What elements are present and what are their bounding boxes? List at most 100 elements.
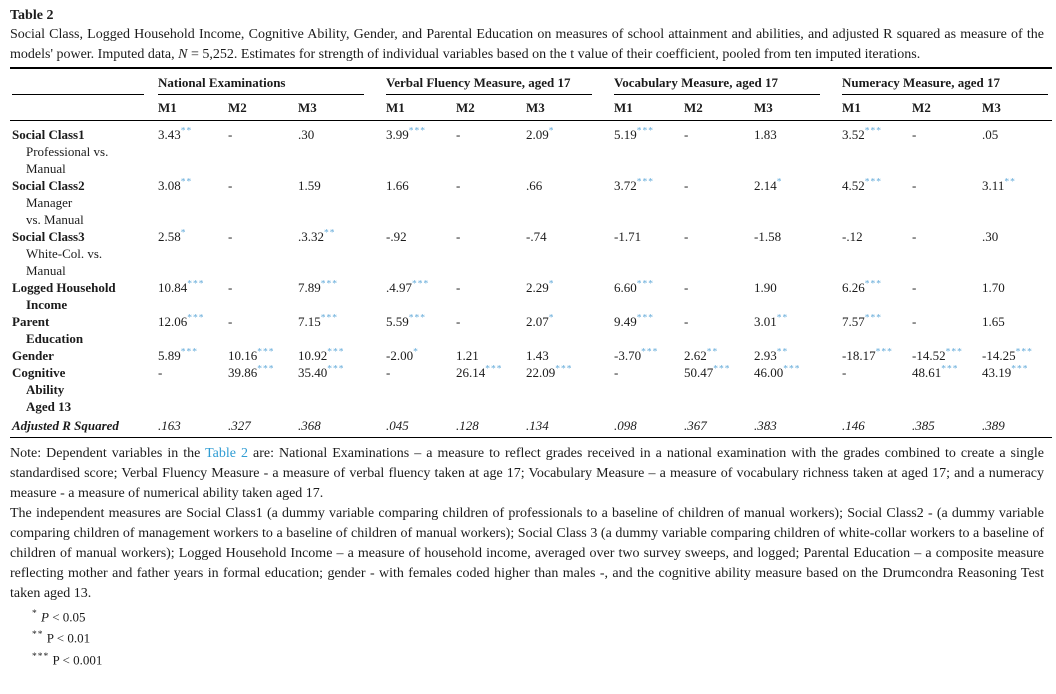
value-cell: .327: [228, 415, 298, 438]
significance-stars: ***: [864, 177, 883, 188]
value-cell: .05: [982, 127, 999, 142]
row-sublabel: Manual: [26, 263, 66, 278]
row-label: Parent Education: [10, 313, 158, 347]
row-sublabel: Professional vs.: [26, 144, 109, 159]
value-cell: .134: [526, 415, 597, 438]
value-cell: .3.32**: [298, 228, 336, 244]
value-cell: -: [456, 314, 461, 329]
value-cell: 7.15***: [298, 313, 338, 329]
significance-stars: ***: [485, 364, 503, 375]
model-header-m3: M3: [298, 95, 368, 121]
group-header-row: National Examinations Verbal Fluency Mea…: [10, 68, 1052, 95]
value-cell: 10.84***: [158, 279, 205, 295]
value-cell: 50.47***: [684, 364, 731, 380]
stub-header: [10, 68, 158, 95]
value-cell: -: [684, 280, 689, 295]
group-gap: [596, 313, 614, 347]
value-cell: -: [614, 365, 619, 380]
row-sublabel: White-Col. vs.: [26, 246, 103, 261]
significance-stars: ***: [412, 279, 430, 290]
value-cell: -: [456, 127, 461, 142]
value-cell: .4.97***: [386, 279, 430, 295]
significance-stars: ***: [636, 126, 655, 137]
value-cell: -: [228, 280, 233, 295]
value-cell: -: [228, 178, 233, 193]
model-header-m2: M2: [456, 95, 526, 121]
model-header-m2: M2: [912, 95, 983, 121]
value-cell: -: [456, 178, 461, 193]
value-cell: -: [228, 127, 233, 142]
row-label: Social Class3 White-Col. vs. Manual: [10, 228, 158, 279]
value-cell: 43.19***: [982, 364, 1029, 380]
value-cell: .128: [456, 415, 526, 438]
caption-part2: = 5,252. Estimates for strength of indiv…: [187, 47, 921, 62]
value-cell: 3.72***: [614, 177, 655, 193]
value-cell: 35.40***: [298, 364, 345, 380]
value-cell: -: [842, 365, 847, 380]
value-cell: -18.17***: [842, 347, 893, 363]
model-header-m3: M3: [754, 95, 825, 121]
group-gap: [824, 347, 842, 364]
table-row: Logged Household Income 10.84*** - 7.89*** .4…: [10, 279, 1052, 313]
row-sublabel: Manual: [26, 161, 66, 176]
group-gap: [824, 95, 843, 121]
significance-stars: ***: [327, 347, 345, 358]
group-header-verbal-fluency: Verbal Fluency Measure, aged 17: [386, 68, 596, 95]
value-cell: -: [684, 229, 689, 244]
table-row: Parent Education 12.06*** - 7.15*** 5.59*** - 2…: [10, 313, 1052, 347]
significance-stars: ***: [713, 364, 731, 375]
p-threshold: < 0.01: [53, 630, 91, 646]
value-cell: -: [456, 280, 461, 295]
value-cell: 48.61***: [912, 364, 959, 380]
group-gap: [368, 415, 386, 438]
footnote-p01: ** P < 0.01: [10, 626, 1044, 647]
group-gap: [596, 95, 615, 121]
table-row: Social Class2 Manager vs. Manual 3.08** -1.5…: [10, 177, 1052, 228]
group-gap: [596, 347, 614, 364]
group-header-national-exams: National Examinations: [158, 68, 368, 95]
value-cell: 2.14*: [754, 177, 783, 193]
value-cell: -1.58: [754, 229, 782, 244]
p-symbol: P: [52, 651, 60, 667]
significance-stars: ***: [180, 347, 198, 358]
value-cell: .045: [386, 415, 456, 438]
significance-stars: ***: [945, 347, 963, 358]
group-gap: [596, 279, 614, 313]
significance-stars: *: [413, 347, 419, 358]
value-cell: -3.70***: [614, 347, 659, 363]
article-table-page: Table 2 Social Class, Logged Household I…: [10, 8, 1053, 667]
table-row: Gender 5.89*** 10.16*** 10.92*** -2.00* 1.21 1…: [10, 347, 1052, 364]
significance-stars: ***: [187, 279, 205, 290]
model-header-m1: M1: [386, 95, 456, 121]
row-sublabel: Income: [26, 297, 68, 312]
value-cell: 3.11**: [982, 177, 1016, 193]
value-cell: 2.07*: [526, 313, 555, 329]
significance-stars: ***: [187, 313, 205, 324]
value-cell: 7.89***: [298, 279, 338, 295]
value-cell: 7.57***: [842, 313, 883, 329]
group-gap: [824, 68, 842, 95]
value-cell: 39.86***: [228, 364, 275, 380]
value-cell: .66: [526, 178, 543, 193]
value-cell: -: [456, 229, 461, 244]
table-2-link[interactable]: Table 2: [205, 446, 248, 461]
significance-stars: ***: [408, 126, 426, 137]
value-cell: 3.01**: [754, 313, 789, 329]
significance-stars: ***: [257, 364, 275, 375]
value-cell: -1.71: [614, 229, 642, 244]
value-cell: -14.52***: [912, 347, 963, 363]
table-row: Social Class3 White-Col. vs. Manual 2.58* -.…: [10, 228, 1052, 279]
value-cell: 1.90: [754, 280, 777, 295]
value-cell: -: [912, 127, 917, 142]
significance-stars: *: [548, 279, 555, 290]
value-cell: -: [912, 280, 917, 295]
significance-stars: ***: [1011, 364, 1029, 375]
significance-stars: ***: [327, 364, 345, 375]
significance-stars: **: [180, 177, 193, 188]
value-cell: .163: [158, 415, 228, 438]
p-symbol: P: [46, 630, 54, 646]
significance-stars: **: [324, 228, 336, 239]
group-gap: [824, 415, 843, 438]
row-sublabel: Education: [26, 331, 84, 346]
significance-stars: ***: [636, 279, 655, 290]
